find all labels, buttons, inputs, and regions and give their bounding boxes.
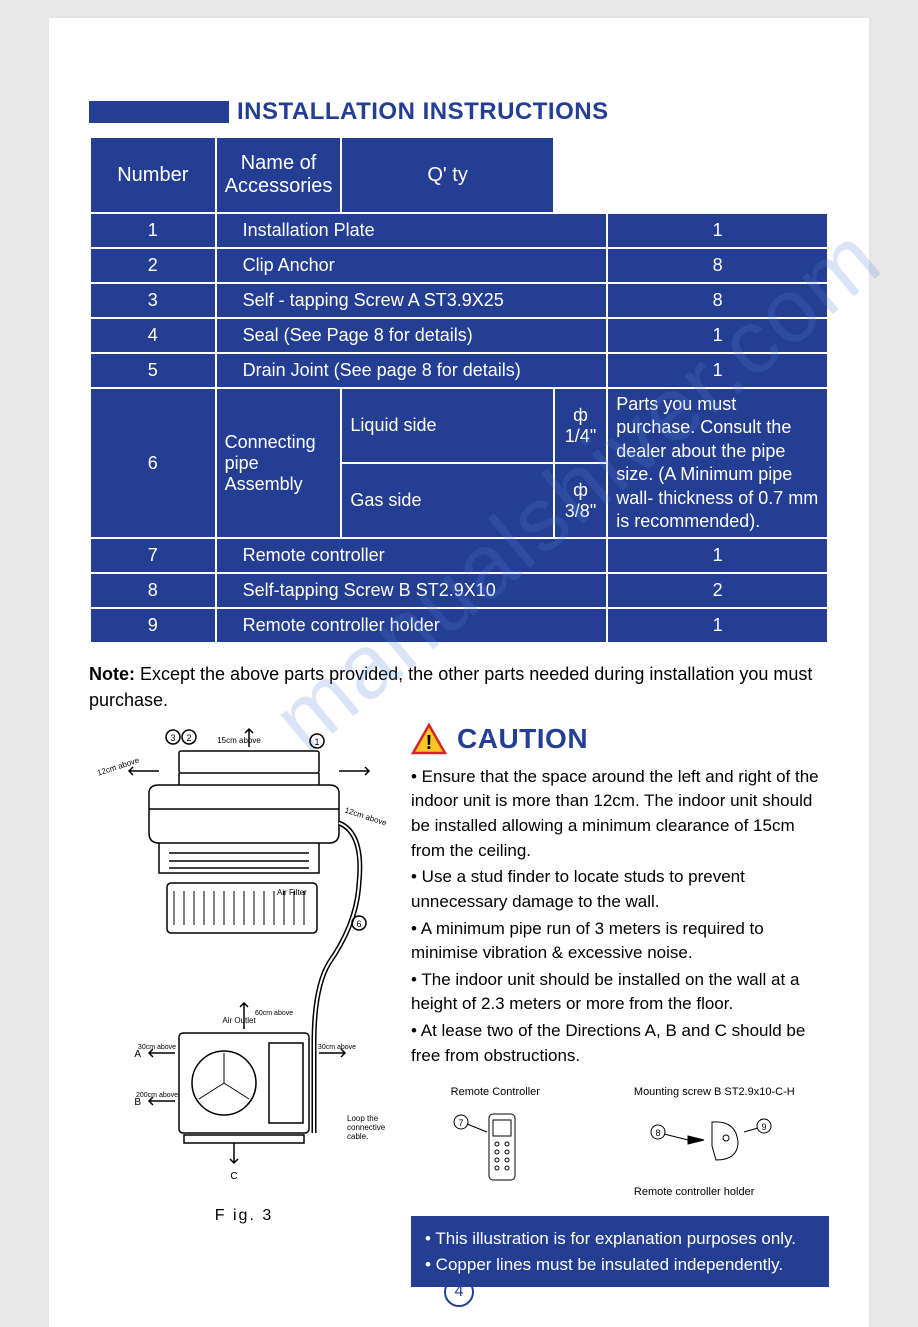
holder-diagram: Mounting screw B ST2.9x10-C-H 8 9	[634, 1086, 795, 1198]
cell-qty: 8	[607, 248, 828, 283]
cell-name: Drain Joint (See page 8 for details)	[216, 353, 608, 388]
caution-bullet: • Use a stud finder to locate studs to p…	[411, 865, 829, 914]
title-accent-bar	[89, 101, 229, 123]
bluebox-line: • Copper lines must be insulated indepen…	[425, 1252, 815, 1278]
svg-text:3: 3	[170, 733, 175, 743]
table-row: 9Remote controller holder1	[90, 608, 828, 643]
caution-column: ! CAUTION • Ensure that the space around…	[411, 723, 829, 1288]
bluebox-line: • This illustration is for explanation p…	[425, 1226, 815, 1252]
row6-gas-label: Gas side	[341, 463, 553, 538]
row6-liquid-label: Liquid side	[341, 388, 553, 463]
note-paragraph: Note: Except the above parts provided, t…	[89, 662, 829, 712]
svg-text:!: !	[426, 732, 433, 754]
cell-name: Self-tapping Screw B ST2.9X10	[216, 573, 608, 608]
note-text: Except the above parts provided, the oth…	[89, 664, 812, 709]
svg-text:Air Filter: Air Filter	[277, 888, 307, 897]
table-row: 7Remote controller1	[90, 538, 828, 573]
caution-bullet: • Ensure that the space around the left …	[411, 765, 829, 864]
svg-text:200cm above: 200cm above	[136, 1092, 178, 1099]
cell-num: 5	[90, 353, 216, 388]
svg-text:9: 9	[762, 1122, 767, 1132]
remote-diagram: Remote Controller 7	[445, 1086, 545, 1198]
svg-text:12cm above: 12cm above	[96, 755, 141, 777]
cell-qty: 1	[607, 318, 828, 353]
table-row: 8Self-tapping Screw B ST2.9X102	[90, 573, 828, 608]
caution-bullet: • At lease two of the Directions A, B an…	[411, 1019, 829, 1068]
figure-caption: F ig. 3	[89, 1207, 399, 1225]
cell-qty: 1	[607, 353, 828, 388]
loop-label: Loop theconnectivecable.	[347, 1114, 386, 1141]
caution-bullet: • A minimum pipe run of 3 meters is requ…	[411, 917, 829, 966]
svg-text:12cm above: 12cm above	[344, 805, 389, 827]
table-row: 2Clip Anchor8	[90, 248, 828, 283]
cell-num: 3	[90, 283, 216, 318]
note-label: Note:	[89, 664, 135, 684]
cell-num: 2	[90, 248, 216, 283]
caution-heading: CAUTION	[457, 723, 588, 755]
section-title-row: INSTALLATION INSTRUCTIONS	[89, 98, 829, 126]
manual-page: manualshiver.com INSTALLATION INSTRUCTIO…	[49, 18, 869, 1327]
svg-text:8: 8	[656, 1128, 661, 1138]
svg-text:15cm above: 15cm above	[217, 736, 261, 745]
cell-qty: 2	[607, 573, 828, 608]
svg-text:C: C	[230, 1171, 237, 1182]
installation-diagram: 1 2 3 6 15cm above 12cm above 12cm above…	[89, 723, 389, 1203]
cell-num: 8	[90, 573, 216, 608]
section-title: INSTALLATION INSTRUCTIONS	[237, 98, 609, 126]
svg-text:60cm above: 60cm above	[255, 1010, 293, 1017]
header-name: Name of Accessories	[216, 137, 342, 213]
row6-liquid-val: ф 1/4"	[554, 388, 607, 463]
cell-qty: 1	[607, 213, 828, 248]
svg-text:7: 7	[459, 1118, 464, 1128]
row6-gas-val: ф 3/8"	[554, 463, 607, 538]
cell-qty: 8	[607, 283, 828, 318]
illustration-note-box: • This illustration is for explanation p…	[411, 1216, 829, 1287]
header-number: Number	[90, 137, 216, 213]
accessories-table: Number Name of Accessories Q' ty 1Instal…	[89, 136, 829, 644]
cell-num: 1	[90, 213, 216, 248]
cell-num: 7	[90, 538, 216, 573]
row6-label: Connecting pipe Assembly	[216, 388, 342, 538]
cell-qty: 1	[607, 538, 828, 573]
cell-name: Clip Anchor	[216, 248, 608, 283]
table-row: 4Seal (See Page 8 for details)1	[90, 318, 828, 353]
row6-num: 6	[90, 388, 216, 538]
mini-diagrams: Remote Controller 7	[411, 1086, 829, 1198]
cell-name: Seal (See Page 8 for details)	[216, 318, 608, 353]
row6-note: Parts you must purchase. Consult the dea…	[607, 388, 828, 538]
caution-icon: !	[411, 723, 447, 755]
table-row: 5Drain Joint (See page 8 for details)1	[90, 353, 828, 388]
cell-name: Self - tapping Screw A ST3.9X25	[216, 283, 608, 318]
svg-text:30cm above: 30cm above	[318, 1044, 356, 1051]
svg-text:Air Outlet: Air Outlet	[222, 1016, 256, 1025]
caution-bullet: • The indoor unit should be installed on…	[411, 968, 829, 1017]
svg-text:6: 6	[356, 919, 361, 929]
svg-text:1: 1	[314, 737, 319, 747]
cell-name: Remote controller	[216, 538, 608, 573]
cell-num: 4	[90, 318, 216, 353]
svg-text:2: 2	[186, 733, 191, 743]
cell-name: Installation Plate	[216, 213, 608, 248]
header-qty: Q' ty	[341, 137, 553, 213]
caution-bullets: • Ensure that the space around the left …	[411, 765, 829, 1069]
cell-num: 9	[90, 608, 216, 643]
cell-name: Remote controller holder	[216, 608, 608, 643]
cell-qty: 1	[607, 608, 828, 643]
page-number: 4	[444, 1277, 474, 1307]
table-row: 1Installation Plate1	[90, 213, 828, 248]
figure-column: 1 2 3 6 15cm above 12cm above 12cm above…	[89, 723, 399, 1288]
svg-text:30cm above: 30cm above	[138, 1044, 176, 1051]
table-row: 3Self - tapping Screw A ST3.9X258	[90, 283, 828, 318]
